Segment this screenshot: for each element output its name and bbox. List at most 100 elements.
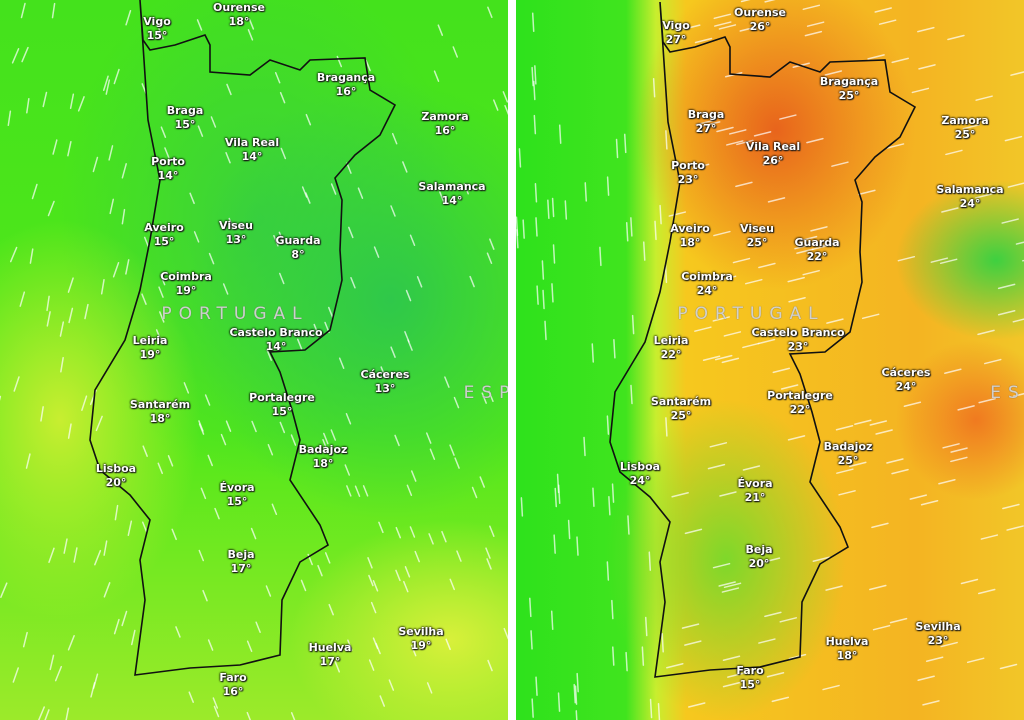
wind-streak [806, 137, 824, 144]
wind-streak [886, 458, 904, 464]
wind-streak [63, 538, 68, 554]
wind-streak [518, 148, 522, 168]
wind-streak [445, 638, 451, 651]
wind-streak [328, 306, 334, 319]
city-name: Sevilha [915, 620, 961, 633]
wind-streak [872, 624, 891, 631]
city-temperature: 27° [665, 33, 687, 46]
wind-streak [1004, 135, 1023, 142]
wind-streak [52, 139, 58, 155]
wind-streak [354, 485, 361, 497]
wind-streak [707, 463, 726, 470]
city-label: Beja 17° [227, 548, 254, 576]
wind-streak [713, 21, 732, 27]
city-temperature: 24° [895, 380, 917, 393]
wind-streak [46, 311, 51, 327]
wind-streak [141, 521, 148, 533]
city-temperature: 27° [695, 122, 717, 135]
wind-streak [762, 557, 781, 563]
wind-streak [362, 485, 369, 497]
city-label: Vigo 15° [143, 15, 171, 43]
city-label: Sevilha 19° [398, 625, 443, 653]
city-name: Lisboa [95, 462, 137, 475]
wind-streak [157, 462, 164, 475]
wind-streak [92, 156, 99, 173]
wind-streak [922, 700, 940, 706]
wind-streak [889, 617, 908, 624]
wind-streak [997, 283, 1016, 290]
city-label: Castelo Branco 23° [751, 326, 844, 354]
wind-streak [410, 644, 417, 657]
wind-streak [957, 405, 975, 411]
wind-streak [220, 433, 227, 446]
wind-streak [142, 445, 148, 457]
wind-streak [103, 582, 111, 598]
wind-streak [983, 358, 1002, 365]
wind-streak [290, 712, 296, 720]
wind-streak [709, 442, 728, 448]
city-label: Ourense 18° [213, 1, 265, 29]
wind-streak [897, 255, 916, 262]
wind-streak [806, 21, 825, 27]
wind-streak [323, 432, 329, 445]
wind-streak [193, 231, 200, 243]
city-label: Bragança 16° [317, 71, 375, 99]
city-label: Huelva 18° [826, 635, 869, 663]
wind-streak [247, 29, 254, 41]
wind-streak [409, 526, 416, 538]
wind-streak [584, 182, 588, 202]
city-temperature: 13° [374, 382, 396, 395]
wind-streak [652, 77, 656, 98]
wind-streak [810, 226, 828, 232]
wind-streak [960, 578, 979, 585]
city-label: Portalegre 15° [249, 391, 315, 419]
wind-streak [67, 277, 74, 293]
wind-streak [250, 527, 257, 540]
wind-streak [433, 70, 440, 82]
wind-streak [726, 140, 744, 146]
city-label: Coimbra 24° [681, 270, 733, 298]
wind-streak [44, 709, 50, 720]
temperature-map-left: PORTUGALESPVigo15°Ourense18°Bragança16°B… [0, 0, 508, 720]
city-label: Vigo 27° [662, 19, 690, 47]
wind-streak [623, 133, 627, 154]
wind-streak [348, 226, 354, 239]
wind-streak [388, 679, 395, 691]
wind-streak [37, 706, 45, 720]
wind-streak [544, 320, 547, 341]
wind-streak [721, 587, 740, 593]
city-temperature: 15° [271, 405, 293, 418]
wind-streak [977, 588, 996, 595]
wind-streak [625, 222, 629, 242]
wind-streak [668, 211, 687, 217]
wind-streak [576, 536, 579, 556]
city-label: Leiria 22° [654, 334, 689, 362]
city-temperature: 20° [105, 476, 127, 489]
wind-streak [346, 162, 352, 174]
wind-streak [1012, 318, 1024, 323]
wind-streak [861, 313, 880, 320]
wind-streak [767, 197, 786, 203]
wind-streak [721, 357, 740, 364]
wind-streak [113, 68, 120, 85]
city-name: Braga [166, 104, 204, 117]
wind-streak [891, 57, 909, 64]
wind-streak [13, 376, 20, 392]
city-name: Badajoz [298, 443, 348, 456]
wind-streak [939, 258, 958, 265]
wind-streak [390, 346, 396, 358]
wind-streak [350, 277, 356, 289]
wind-streak [613, 339, 616, 359]
city-name: Huelva [825, 635, 869, 648]
wind-streak [645, 616, 648, 637]
city-temperature: 24° [629, 474, 651, 487]
wind-streak [324, 552, 331, 564]
wind-streak [391, 132, 398, 145]
wind-streak [567, 519, 571, 540]
city-temperature: 14° [265, 340, 287, 353]
wind-streak [109, 198, 115, 215]
wind-streak [328, 603, 334, 616]
wind-streak [533, 114, 537, 135]
wind-streak [762, 160, 781, 166]
wind-streak [854, 419, 872, 425]
